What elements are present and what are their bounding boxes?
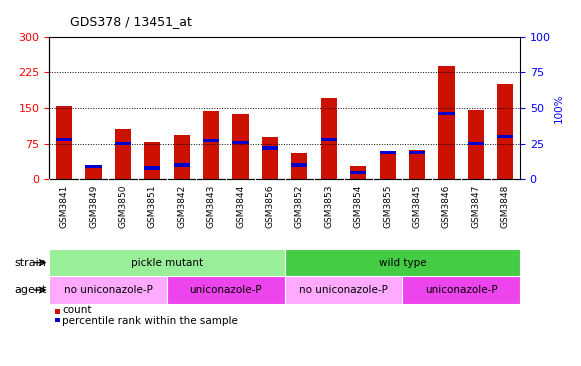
Text: count: count [62,305,91,314]
Text: uniconazole-P: uniconazole-P [189,285,262,295]
Bar [85,165,102,179]
Text: GSM3842: GSM3842 [177,185,187,228]
Bar [291,163,307,167]
Text: no uniconazole-P: no uniconazole-P [299,285,388,295]
Text: GSM3848: GSM3848 [501,185,510,228]
Text: GSM3854: GSM3854 [354,185,363,228]
Bar [232,141,249,144]
Bar [439,66,454,179]
Bar [409,150,425,179]
Bar [402,276,520,304]
Y-axis label: 100%: 100% [554,93,564,123]
Bar [144,166,160,169]
Bar [262,146,278,150]
Text: GSM3845: GSM3845 [413,185,422,228]
Text: GSM3846: GSM3846 [442,185,451,228]
Bar [497,135,514,138]
Bar [115,129,131,179]
Text: strain: strain [15,258,46,268]
Bar [85,165,102,168]
Bar [409,150,425,154]
Bar [379,151,396,179]
Bar [285,249,520,276]
Bar [291,153,307,179]
Bar [321,98,337,179]
Bar [203,139,219,142]
Bar [203,111,219,179]
Bar [439,112,454,115]
Text: GSM3847: GSM3847 [471,185,480,228]
Bar [174,135,190,179]
Text: GSM3856: GSM3856 [266,185,274,228]
Text: GSM3844: GSM3844 [236,185,245,228]
Text: GSM3843: GSM3843 [207,185,216,228]
Bar [262,138,278,179]
Text: wild type: wild type [379,258,426,268]
Text: no uniconazole-P: no uniconazole-P [64,285,153,295]
Bar [468,142,484,145]
Text: GSM3850: GSM3850 [119,185,127,228]
Text: GSM3841: GSM3841 [60,185,69,228]
Bar [56,105,72,179]
Bar [379,150,396,154]
Text: pickle mutant: pickle mutant [131,258,203,268]
Bar [144,142,160,179]
Bar [232,114,249,179]
Bar [167,276,285,304]
Bar [174,163,190,167]
Text: uniconazole-P: uniconazole-P [425,285,497,295]
Bar [468,111,484,179]
Text: GDS378 / 13451_at: GDS378 / 13451_at [70,15,192,28]
Bar [56,138,72,141]
Bar [49,276,167,304]
Bar [115,142,131,145]
Text: GSM3853: GSM3853 [324,185,333,228]
Bar [350,171,366,174]
Bar [350,166,366,179]
Text: GSM3849: GSM3849 [89,185,98,228]
Text: percentile rank within the sample: percentile rank within the sample [62,316,238,326]
Text: agent: agent [14,285,46,295]
Text: GSM3851: GSM3851 [148,185,157,228]
Bar [285,276,402,304]
Text: GSM3855: GSM3855 [383,185,392,228]
Bar [321,138,337,141]
Bar [49,249,285,276]
Text: GSM3852: GSM3852 [295,185,304,228]
Bar [497,84,514,179]
